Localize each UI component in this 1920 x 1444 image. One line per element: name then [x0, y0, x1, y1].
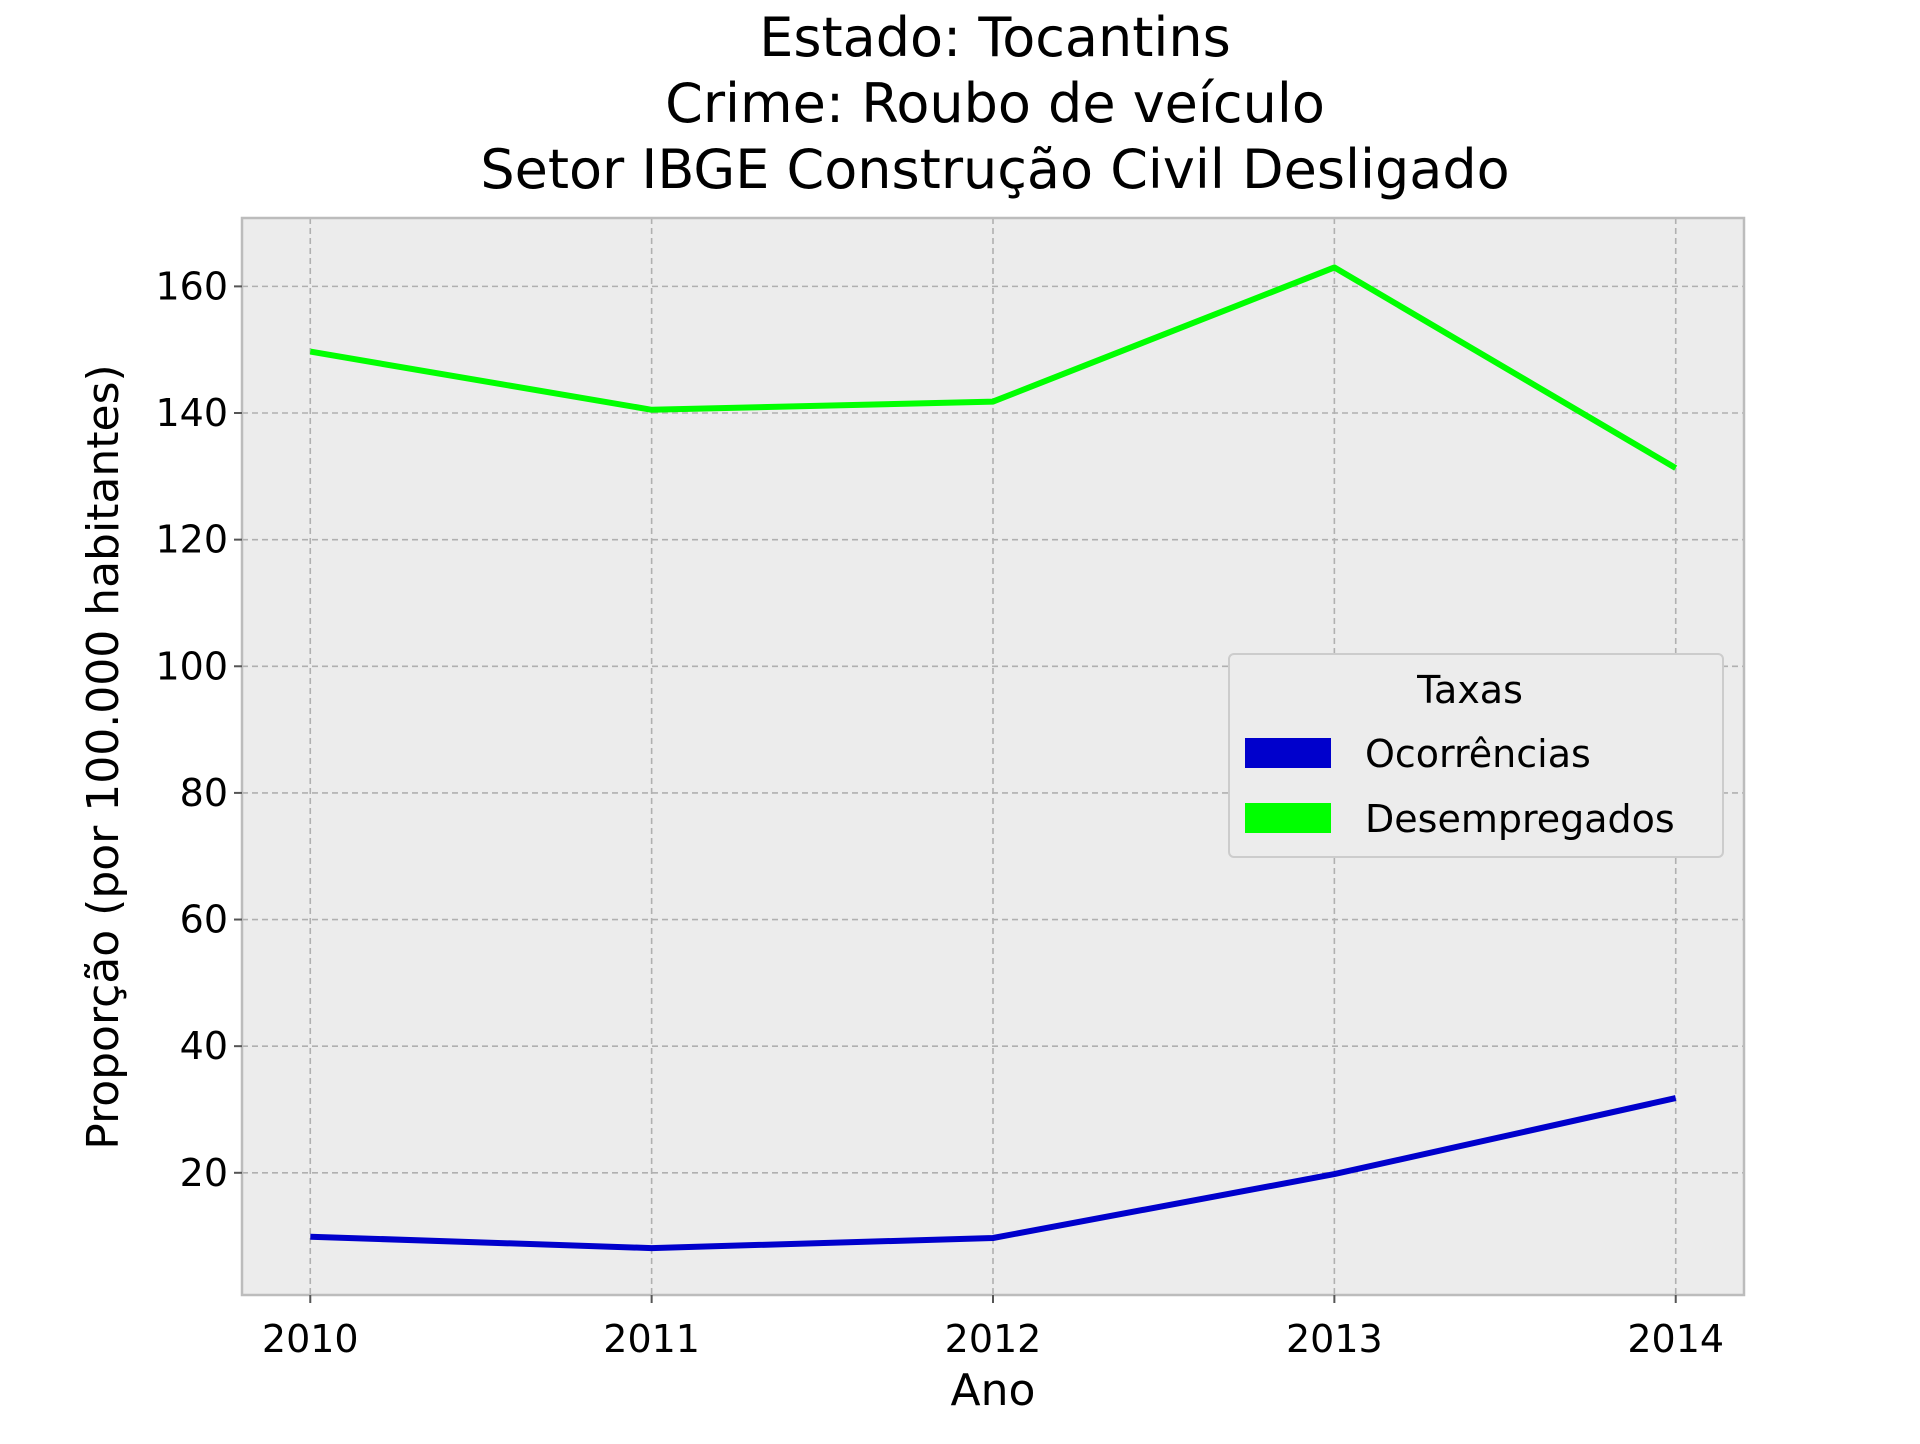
- y-tick-label: 160: [155, 264, 228, 308]
- y-tick-label: 20: [180, 1151, 228, 1195]
- title-line-3: Setor IBGE Construção Civil Desligado: [480, 138, 1509, 201]
- legend-swatch-desempregados: [1245, 803, 1331, 833]
- y-tick-label: 120: [155, 518, 228, 562]
- x-tick-label: 2010: [262, 1317, 359, 1361]
- x-tick-label: 2013: [1286, 1317, 1383, 1361]
- legend: Taxas Ocorrências Desempregados: [1229, 654, 1723, 857]
- title-line-1: Estado: Tocantins: [759, 6, 1231, 69]
- y-tick-label: 100: [155, 644, 228, 688]
- legend-title: Taxas: [1416, 668, 1523, 712]
- x-axis-ticks: 2010 2011 2012 2013 2014: [262, 1295, 1724, 1361]
- y-axis-label: Proporção (por 100.000 habitantes): [78, 364, 129, 1149]
- x-tick-label: 2012: [945, 1317, 1042, 1361]
- y-tick-label: 80: [180, 771, 228, 815]
- x-tick-label: 2014: [1627, 1317, 1724, 1361]
- legend-label-desempregados: Desempregados: [1365, 797, 1675, 841]
- x-axis-label: Ano: [951, 1365, 1036, 1416]
- chart-title: Estado: Tocantins Crime: Roubo de veícul…: [480, 6, 1509, 201]
- y-tick-label: 60: [180, 898, 228, 942]
- title-line-2: Crime: Roubo de veículo: [665, 72, 1325, 135]
- y-tick-label: 40: [180, 1024, 228, 1068]
- legend-swatch-ocorrencias: [1245, 738, 1331, 768]
- x-tick-label: 2011: [603, 1317, 700, 1361]
- legend-label-ocorrencias: Ocorrências: [1365, 732, 1591, 776]
- y-tick-label: 140: [155, 391, 228, 435]
- y-axis-ticks: 20 40 60 80 100 120 140 160: [155, 264, 242, 1194]
